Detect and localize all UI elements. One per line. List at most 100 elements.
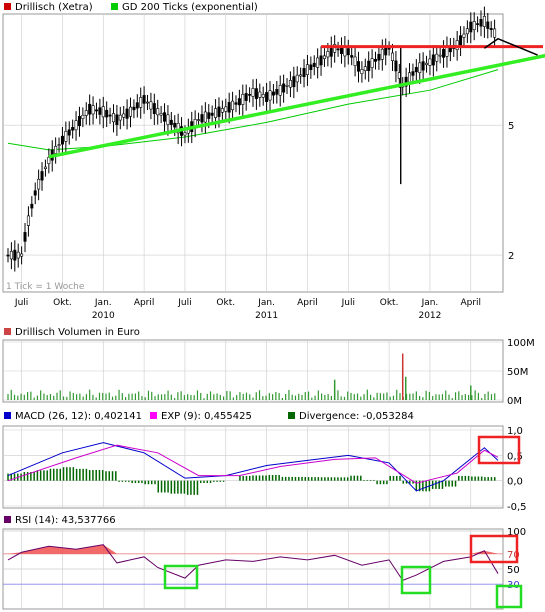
price-candle-body [30,203,34,209]
price-candle-body [482,16,486,27]
price-candle-body [462,33,466,38]
price-candle-body [309,64,313,70]
price-candle-body [156,108,160,116]
price-candle-body [431,54,435,66]
price-candle-body [435,53,439,62]
price-candle-body [425,62,429,66]
price-candle-body [74,120,78,131]
price-candle-body [94,109,98,112]
macd-highlight-box [477,435,521,465]
rsi-tick-label: 100 [507,527,526,538]
rsi-tick-label: 70 [507,550,520,561]
x-month-label: April [460,298,481,308]
price-candle-body [77,116,81,127]
legend-swatch-rsi [4,516,11,523]
price-candle-body [57,144,61,146]
rsi-green-box [163,564,199,590]
price-panel [2,13,504,293]
x-month-label: Okt. [53,298,72,308]
price-candle-body [271,91,275,96]
price-candle-body [278,84,282,96]
price-candle-body [125,108,129,119]
rsi-red-box [469,534,519,564]
price-candle-body [91,105,95,115]
price-candle-body [322,55,326,59]
price-candle-body [163,112,167,122]
price-candle-body [380,48,384,60]
price-candle-body [40,171,44,181]
legend-swatch-divergence [288,412,295,419]
volume-tick-label: 0M [507,396,522,407]
price-candle-body [469,21,473,33]
price-candle-body [6,254,10,257]
rsi-tick-label: 50 [507,565,520,576]
price-candle-body [418,62,422,74]
price-candle-body [214,108,218,118]
price-candle-body [414,67,418,73]
rsi-overbought-fill [8,544,498,554]
price-candle-body [312,62,316,67]
price-candle-body [373,58,377,62]
price-candle-body [363,66,367,71]
price-candle-body [367,60,371,72]
price-candle-body [220,108,224,113]
macd-tick-label: 0,0 [507,477,523,488]
legend-swatch-price [4,3,11,10]
volume-tick-label: 50M [507,367,528,378]
legend-swatch-exp [150,412,157,419]
price-candle-body [316,57,320,68]
rsi-green-box [400,565,432,595]
price-candle-body [111,113,115,123]
price-candle-body [64,130,68,142]
rsi-line [7,544,499,582]
price-candle-body [387,47,391,50]
price-candle-body [108,114,112,117]
legend-swatch-macd [4,412,11,419]
x-year-label: 2010 [92,311,115,321]
price-candle-body [258,91,262,98]
price-candle-body [438,54,442,57]
price-candle-body [411,71,415,76]
projection-line [483,37,538,56]
price-candle-body [251,88,255,97]
price-candle-body [231,100,235,111]
price-candle-body [476,23,480,25]
x-month-label: Juli [14,298,28,308]
tick-note: 1 Tick = 1 Woche [6,282,85,292]
macd-tick-label: 1,0 [507,426,523,437]
price-candle-body [210,112,214,116]
price-candle-body [183,132,187,136]
price-candle-body [428,58,432,66]
price-candle-body [54,146,58,154]
price-candle-body [169,119,173,125]
price-candle-body [442,49,446,58]
x-month-label: April [134,298,155,308]
price-candle-body [254,88,258,99]
price-candle-body [265,92,269,102]
price-candle-body [295,74,299,83]
price-candle-body [285,84,289,87]
price-tick-label: 5 [508,121,514,132]
x-month-label: Okt. [216,298,235,308]
price-candle-body [356,61,360,72]
price-candle-body [200,114,204,123]
price-candle-body [115,114,119,125]
price-candle-body [176,122,180,134]
legend-exp: EXP (9): 0,455425 [161,411,252,422]
legend-swatch-volume [4,328,11,335]
price-candle-body [207,112,211,119]
price-candle-body [282,83,286,93]
price-candle-body [275,89,279,95]
price-candle-body [350,55,354,58]
price-candle-body [237,98,241,106]
rsi-green-box [495,584,523,609]
price-candle-body [129,106,133,117]
price-candle-body [459,35,463,46]
legend-macd: MACD (26, 12): 0,402141 [15,411,142,422]
x-month-label: Juli [341,298,355,308]
price-candle-body [98,107,102,115]
price-candle-body [408,72,412,83]
price-candle-body [224,106,228,112]
price-candle-body [122,113,126,118]
